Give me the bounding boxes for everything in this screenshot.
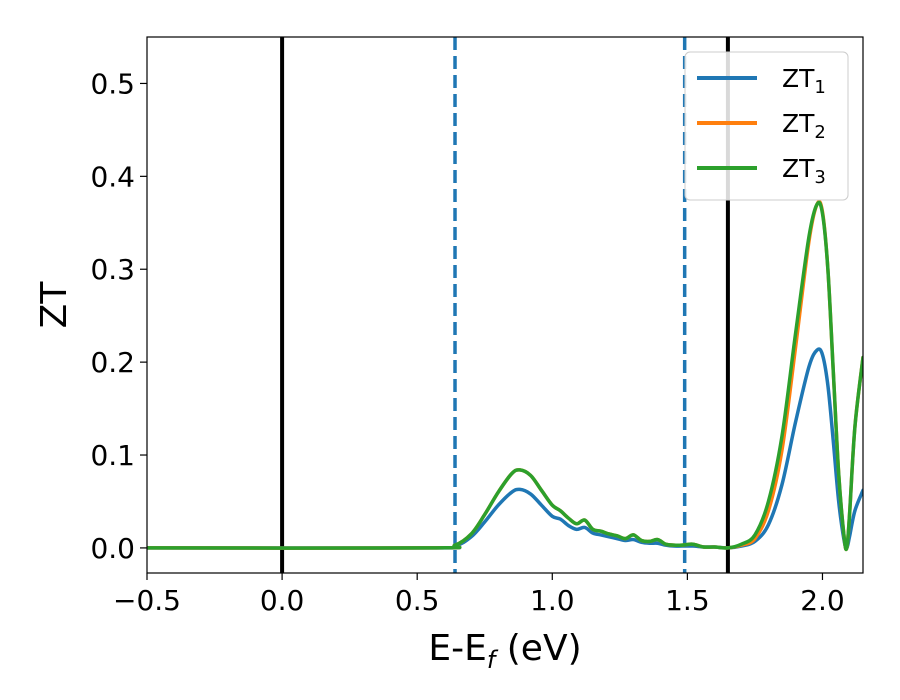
legend-frame	[684, 51, 849, 201]
x-tick-label: 0.5	[395, 584, 440, 617]
plot-frame	[146, 36, 864, 574]
x-axis-label: E-Ef (eV)	[428, 628, 581, 674]
y-axis: 0.0 0.1 0.2 0.3 0.4 0.5	[90, 67, 147, 565]
x-tick-label: 1.0	[530, 584, 575, 617]
y-tick-label: 0.1	[90, 439, 135, 472]
x-tick-label: 1.5	[665, 584, 710, 617]
legend-label-1: ZT1	[782, 64, 826, 98]
y-tick-label: 0.0	[90, 532, 135, 565]
legend-label-2: ZT2	[782, 109, 826, 143]
reference-lines	[280, 37, 730, 573]
y-tick-label: 0.3	[90, 253, 135, 286]
legend: ZT1 ZT2 ZT3	[684, 51, 849, 201]
y-axis-label: ZT	[34, 281, 75, 329]
y-tick-label: 0.2	[90, 346, 135, 379]
x-tick-label: 2.0	[800, 584, 845, 617]
legend-label-3: ZT3	[782, 154, 826, 188]
x-tick-label: 0.0	[260, 584, 305, 617]
series-lines	[147, 199, 863, 552]
x-tick-label: −0.5	[113, 584, 181, 617]
y-tick-label: 0.5	[90, 67, 135, 100]
y-tick-label: 0.4	[90, 160, 135, 193]
x-axis: −0.5 0.0 0.5 1.0 1.5 2.0	[113, 573, 845, 617]
series-line-3	[147, 200, 863, 552]
series-line-1	[147, 347, 863, 550]
